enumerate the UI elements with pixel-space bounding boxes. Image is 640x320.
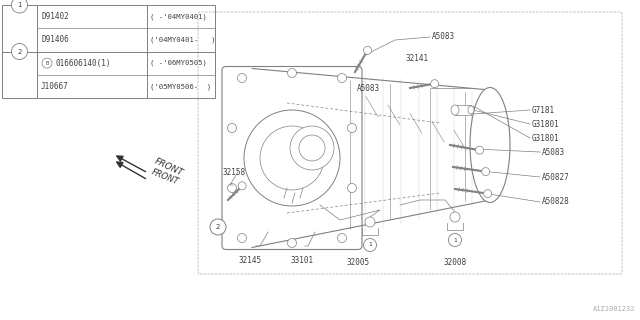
Bar bbox=[455, 105, 471, 115]
Circle shape bbox=[12, 0, 28, 13]
Ellipse shape bbox=[451, 105, 459, 115]
Text: ( -'04MY0401): ( -'04MY0401) bbox=[150, 13, 207, 20]
Circle shape bbox=[431, 80, 438, 88]
Text: 1: 1 bbox=[453, 237, 457, 243]
Circle shape bbox=[237, 74, 246, 83]
Text: ( -'06MY0505): ( -'06MY0505) bbox=[150, 60, 207, 66]
Text: A5083: A5083 bbox=[432, 31, 455, 41]
Text: A5083: A5083 bbox=[542, 148, 565, 156]
Bar bbox=[2, 5, 215, 98]
Text: 2: 2 bbox=[216, 224, 220, 230]
Circle shape bbox=[290, 126, 334, 170]
Circle shape bbox=[348, 183, 356, 193]
Circle shape bbox=[227, 124, 237, 132]
Text: 32145: 32145 bbox=[239, 256, 262, 265]
Circle shape bbox=[42, 58, 52, 68]
Circle shape bbox=[337, 74, 346, 83]
Text: G31801: G31801 bbox=[532, 119, 560, 129]
Text: FRONT: FRONT bbox=[150, 168, 180, 187]
Circle shape bbox=[482, 168, 490, 176]
Text: 32158: 32158 bbox=[222, 167, 245, 177]
Text: 1: 1 bbox=[368, 243, 372, 247]
Circle shape bbox=[450, 212, 460, 222]
Text: ('05MY0506-  ): ('05MY0506- ) bbox=[150, 83, 211, 90]
Circle shape bbox=[476, 146, 484, 154]
Text: 32141: 32141 bbox=[405, 53, 428, 62]
Circle shape bbox=[299, 135, 325, 161]
Text: A50827: A50827 bbox=[542, 172, 570, 181]
Circle shape bbox=[12, 44, 28, 60]
Text: FRONT: FRONT bbox=[153, 157, 185, 178]
Text: J10667: J10667 bbox=[41, 82, 68, 91]
Text: 32005: 32005 bbox=[346, 258, 369, 267]
Text: B: B bbox=[45, 60, 49, 66]
Circle shape bbox=[244, 110, 340, 206]
Circle shape bbox=[348, 124, 356, 132]
Text: ('04MY0401-   ): ('04MY0401- ) bbox=[150, 36, 216, 43]
Circle shape bbox=[287, 238, 296, 247]
Text: A50828: A50828 bbox=[542, 197, 570, 206]
Circle shape bbox=[449, 234, 461, 246]
Circle shape bbox=[237, 234, 246, 243]
Text: D91406: D91406 bbox=[41, 36, 68, 44]
Text: 1: 1 bbox=[17, 2, 22, 8]
Circle shape bbox=[484, 189, 492, 197]
Circle shape bbox=[364, 46, 371, 54]
Text: D91402: D91402 bbox=[41, 12, 68, 21]
Text: G7181: G7181 bbox=[532, 106, 555, 115]
Ellipse shape bbox=[470, 87, 510, 203]
FancyBboxPatch shape bbox=[222, 67, 362, 250]
Circle shape bbox=[227, 183, 237, 193]
Circle shape bbox=[287, 68, 296, 77]
Text: 33101: 33101 bbox=[291, 256, 314, 265]
Text: G31801: G31801 bbox=[532, 133, 560, 142]
Circle shape bbox=[238, 182, 246, 190]
Circle shape bbox=[210, 219, 226, 235]
Circle shape bbox=[260, 126, 324, 190]
Text: 016606140(1): 016606140(1) bbox=[55, 59, 111, 68]
Text: A1Z1001232: A1Z1001232 bbox=[593, 306, 635, 312]
Circle shape bbox=[364, 238, 376, 252]
Ellipse shape bbox=[468, 106, 474, 114]
Circle shape bbox=[337, 234, 346, 243]
Text: A5083: A5083 bbox=[357, 84, 380, 92]
Text: 32008: 32008 bbox=[444, 258, 467, 267]
Text: 2: 2 bbox=[17, 49, 22, 54]
Circle shape bbox=[365, 217, 375, 227]
